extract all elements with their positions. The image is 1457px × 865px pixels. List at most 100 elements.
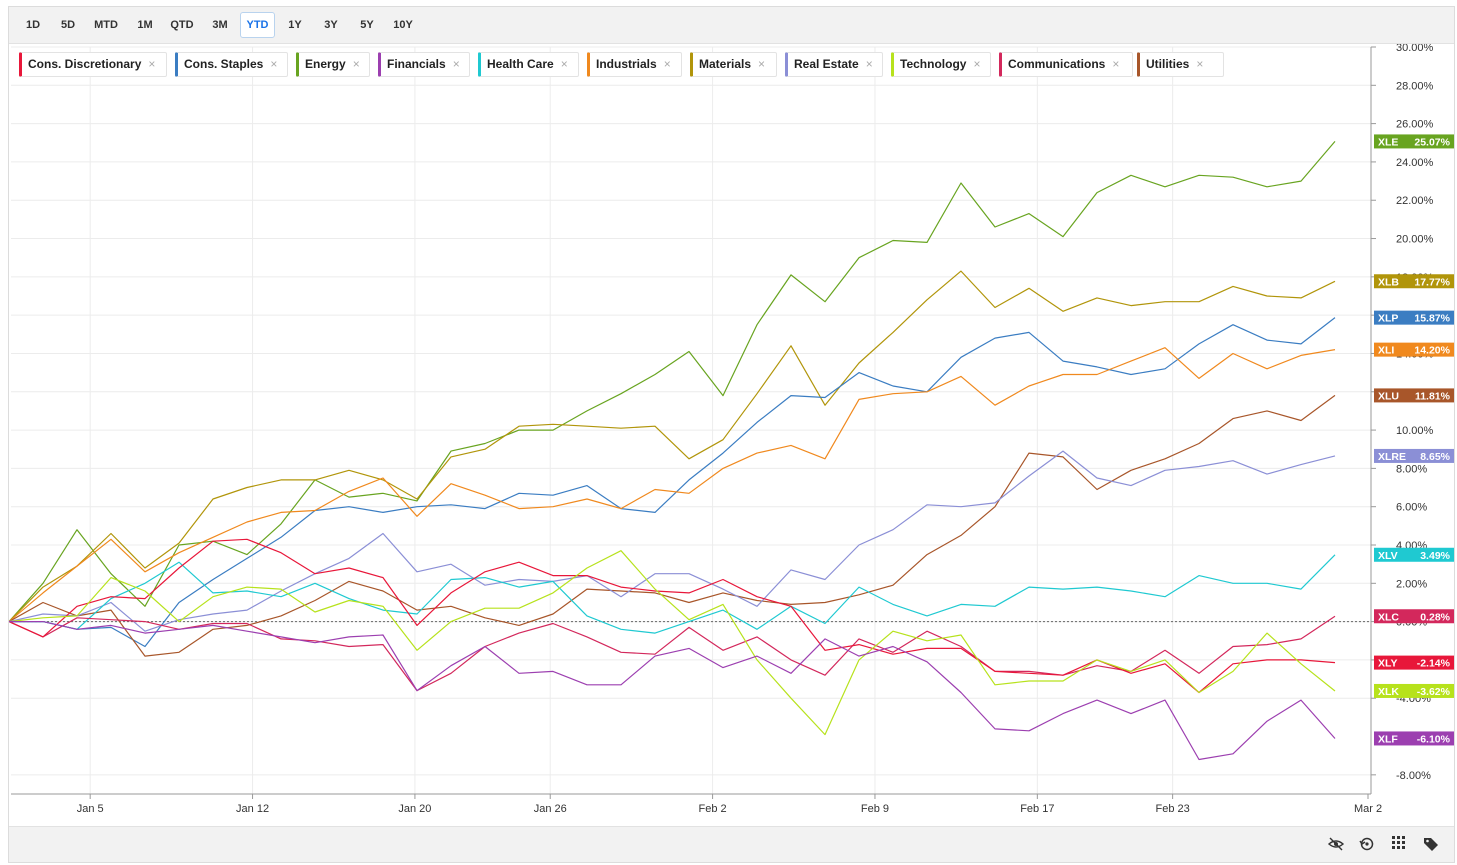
x-tick-label: Jan 12 bbox=[236, 803, 269, 815]
close-icon[interactable]: × bbox=[663, 57, 671, 71]
legend-chip-energy[interactable]: Energy × bbox=[296, 52, 370, 77]
legend-chip-label: Cons. Staples bbox=[184, 57, 264, 71]
series-lines bbox=[9, 141, 1336, 761]
tag-background bbox=[1374, 342, 1454, 357]
range-button-1y[interactable]: 1Y bbox=[288, 19, 302, 31]
tag-value: -3.62% bbox=[1417, 686, 1451, 698]
tags-icon[interactable] bbox=[1422, 836, 1440, 854]
legend-chip-materials[interactable]: Materials × bbox=[690, 52, 777, 77]
series-line-xlb[interactable] bbox=[9, 270, 1336, 623]
tag-background bbox=[1374, 609, 1454, 624]
y-tick-label: 20.00% bbox=[1396, 234, 1434, 246]
legend-chip-utilities[interactable]: Utilities × bbox=[1137, 52, 1224, 77]
x-tick-label: Jan 26 bbox=[534, 803, 567, 815]
series-line-xli[interactable] bbox=[9, 347, 1336, 623]
tag-value: 14.20% bbox=[1414, 345, 1450, 357]
y-tick-label: 2.00% bbox=[1396, 578, 1427, 590]
range-button-qtd[interactable]: QTD bbox=[170, 19, 194, 31]
last-value-tag-xlc: XLC 0.28% bbox=[1374, 609, 1454, 624]
y-tick-label: 10.00% bbox=[1396, 425, 1434, 437]
last-value-tag-xlv: XLV 3.49% bbox=[1374, 547, 1454, 562]
last-value-tag-xlf: XLF -6.10% bbox=[1374, 731, 1454, 746]
x-tick-label: Jan 5 bbox=[77, 803, 104, 815]
tag-value: 11.81% bbox=[1415, 390, 1451, 402]
last-value-tag-xlb: XLB 17.77% bbox=[1374, 274, 1454, 289]
chart-toolbar bbox=[9, 826, 1454, 862]
series-line-xly[interactable] bbox=[9, 538, 1336, 694]
series-line-xlre[interactable] bbox=[9, 450, 1336, 632]
range-button-1m[interactable]: 1M bbox=[137, 19, 153, 31]
close-icon[interactable]: × bbox=[560, 57, 568, 71]
legend-chip-label: Cons. Discretionary bbox=[28, 57, 142, 71]
series-line-xlc[interactable] bbox=[9, 615, 1336, 692]
y-tick-label: 22.00% bbox=[1396, 195, 1434, 207]
legend-chip-real-estate[interactable]: Real Estate × bbox=[785, 52, 883, 77]
tag-background bbox=[1374, 388, 1454, 403]
close-icon[interactable]: × bbox=[973, 57, 981, 71]
y-axis: -8.00%-4.00%-2.00%0.00%2.00%4.00%6.00%8.… bbox=[1370, 44, 1434, 794]
range-button-10y[interactable]: 10Y bbox=[393, 19, 413, 31]
close-icon[interactable]: × bbox=[758, 57, 766, 71]
tag-background bbox=[1374, 655, 1454, 670]
tag-value: 15.87% bbox=[1414, 313, 1450, 325]
last-value-tag-xlk: XLK -3.62% bbox=[1374, 683, 1454, 698]
tag-ticker: XLK bbox=[1378, 686, 1399, 698]
legend-chip-financials[interactable]: Financials × bbox=[378, 52, 470, 77]
range-button-5d[interactable]: 5D bbox=[60, 19, 76, 31]
chart-widget: 1D 5D MTD 1M QTD 3M YTD 1Y 3Y 5Y 10Y -8.… bbox=[8, 6, 1455, 863]
tag-value: 17.77% bbox=[1414, 276, 1450, 288]
y-tick-label: 28.00% bbox=[1396, 80, 1434, 92]
x-tick-label: Feb 23 bbox=[1156, 803, 1190, 815]
last-value-tag-xlre: XLRE 8.65% bbox=[1374, 448, 1454, 463]
reset-icon[interactable] bbox=[1358, 836, 1376, 854]
legend-chip-cons-staples[interactable]: Cons. Staples × bbox=[175, 52, 288, 77]
close-icon[interactable]: × bbox=[1196, 57, 1204, 71]
tag-ticker: XLB bbox=[1378, 276, 1399, 288]
series-line-xlu[interactable] bbox=[9, 394, 1336, 657]
tag-ticker: XLI bbox=[1378, 345, 1394, 357]
tag-value: 8.65% bbox=[1420, 451, 1450, 463]
legend-chip-industrials[interactable]: Industrials × bbox=[587, 52, 682, 77]
legend-chip-health-care[interactable]: Health Care × bbox=[478, 52, 579, 77]
tag-ticker: XLC bbox=[1378, 611, 1399, 623]
close-icon[interactable]: × bbox=[352, 57, 360, 71]
legend-chip-technology[interactable]: Technology × bbox=[891, 52, 991, 77]
series-line-xlk[interactable] bbox=[9, 550, 1336, 736]
legend-chip-label: Financials bbox=[387, 57, 446, 71]
series-line-xlf[interactable] bbox=[9, 620, 1336, 761]
tag-background bbox=[1374, 448, 1454, 463]
close-icon[interactable]: × bbox=[1112, 57, 1120, 71]
x-tick-label: Feb 2 bbox=[699, 803, 727, 815]
tag-ticker: XLY bbox=[1378, 658, 1397, 670]
y-tick-label: 26.00% bbox=[1396, 119, 1434, 131]
last-value-tags: XLE 25.07% XLB 17.77% XLP 15.87% XLI 14.20% XLU 1… bbox=[1374, 134, 1454, 746]
close-icon[interactable]: × bbox=[270, 57, 278, 71]
line-chart: -8.00%-4.00%-2.00%0.00%2.00%4.00%6.00%8.… bbox=[9, 44, 1454, 815]
y-tick-label: -8.00% bbox=[1396, 770, 1431, 782]
close-icon[interactable]: × bbox=[148, 57, 156, 71]
series-line-xlp[interactable] bbox=[9, 317, 1336, 648]
y-tick-label: 30.00% bbox=[1396, 44, 1434, 54]
range-button-1d[interactable]: 1D bbox=[25, 19, 41, 31]
range-button-mtd[interactable]: MTD bbox=[94, 19, 118, 31]
range-button-3y[interactable]: 3Y bbox=[324, 19, 338, 31]
tag-background bbox=[1374, 683, 1454, 698]
close-icon[interactable]: × bbox=[452, 57, 460, 71]
legend-chip-label: Communications bbox=[1008, 57, 1106, 71]
range-button-5y[interactable]: 5Y bbox=[360, 19, 374, 31]
legend-chip-cons-discretionary[interactable]: Cons. Discretionary × bbox=[19, 52, 167, 77]
tag-background bbox=[1374, 274, 1454, 289]
hide-icon[interactable] bbox=[1327, 836, 1345, 854]
series-line-xle[interactable] bbox=[9, 141, 1336, 622]
close-icon[interactable]: × bbox=[865, 57, 873, 71]
tag-value: 0.28% bbox=[1420, 611, 1450, 623]
range-button-ytd[interactable]: YTD bbox=[240, 12, 275, 38]
grid-icon[interactable] bbox=[1390, 836, 1408, 854]
legend-chip-communications[interactable]: Communications × bbox=[999, 52, 1133, 77]
tag-value: 3.49% bbox=[1420, 550, 1450, 562]
y-tick-label: 6.00% bbox=[1396, 502, 1427, 514]
tag-ticker: XLP bbox=[1378, 313, 1398, 325]
x-axis: Jan 5 Jan 12 Jan 20 Jan 26 Feb 2 Feb 9 Feb 17 F… bbox=[11, 793, 1382, 815]
y-tick-label: 8.00% bbox=[1396, 463, 1427, 475]
range-button-3m[interactable]: 3M bbox=[212, 19, 228, 31]
